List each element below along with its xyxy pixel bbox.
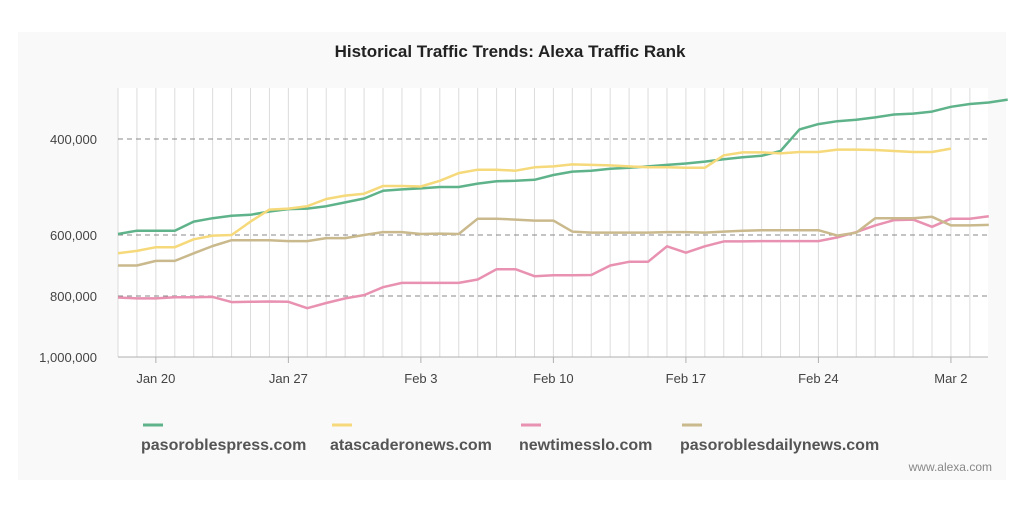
legend-label: pasoroblesdailynews.com: [680, 437, 879, 454]
x-tick-label: Feb 17: [666, 371, 706, 386]
x-axis: Jan 20 Jan 27 Feb 3 Feb 10 Feb 17 Feb 24 Mar 2: [118, 356, 988, 386]
x-tick-label: Feb 10: [533, 371, 573, 386]
y-tick-label: 600,000: [50, 228, 97, 243]
vertical-gridlines: [117, 88, 971, 357]
x-tick-label: Jan 20: [136, 371, 175, 386]
source-credit: www.alexa.com: [908, 460, 992, 474]
legend-label: pasoroblespress.com: [141, 437, 306, 454]
y-axis: 400,000 600,000 800,000 1,000,000: [39, 132, 97, 365]
series-line: [118, 215, 989, 267]
y-tick-label: 400,000: [50, 132, 97, 147]
x-tick-label: Feb 3: [404, 371, 437, 386]
chart-title: Historical Traffic Trends: Alexa Traffic…: [334, 42, 686, 61]
y-tick-label: 800,000: [50, 289, 97, 304]
legend-label: newtimesslo.com: [519, 437, 652, 454]
y-tick-label: 1,000,000: [39, 350, 97, 365]
series-lines: [117, 98, 1008, 310]
x-tick-label: Mar 2: [934, 371, 967, 386]
series-line: [117, 147, 952, 255]
legend: pasoroblespress.com atascaderonews.com new…: [141, 423, 879, 454]
x-tick-label: Jan 27: [269, 371, 308, 386]
legend-label: atascaderonews.com: [330, 437, 492, 454]
x-tick-label: Feb 24: [798, 371, 838, 386]
